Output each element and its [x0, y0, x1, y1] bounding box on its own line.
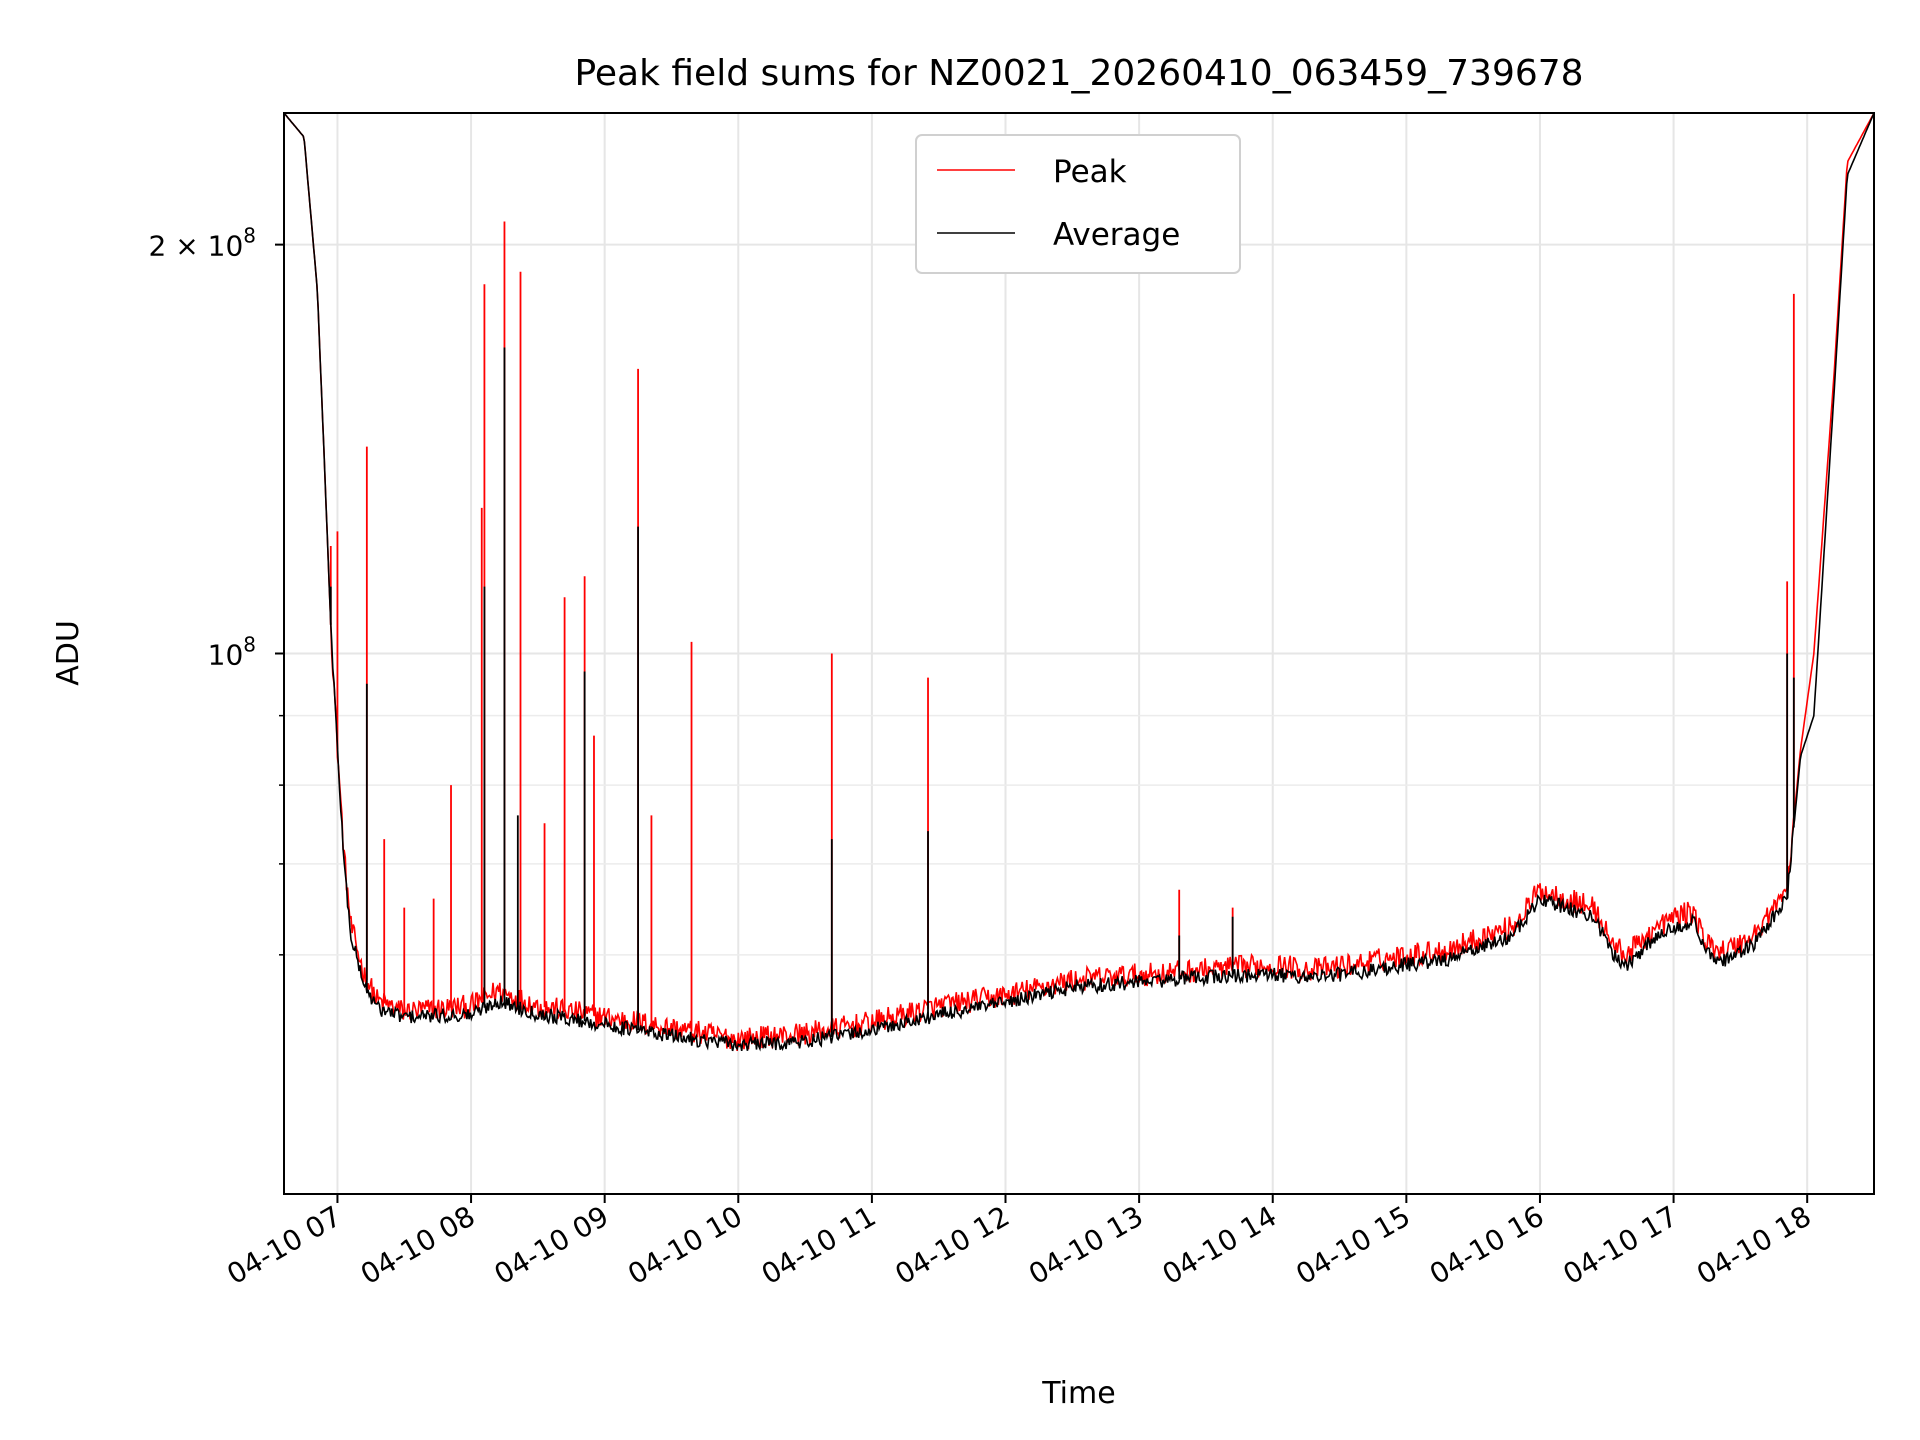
series-spikes-average [329, 347, 1795, 1037]
y-axis-label: ADU [51, 620, 86, 686]
y-tick-label-exponent: 8 [243, 224, 256, 248]
y-tick-label-base: 10 [208, 639, 244, 672]
y-tick-label: 108 [208, 633, 256, 672]
legend-label-average: Average [1053, 217, 1180, 253]
series-line-peak [284, 113, 1874, 1052]
y-tick-label: 2 × 108 [149, 224, 256, 263]
legend: Peak Average [915, 134, 1241, 274]
y-tick-label-exponent: 8 [243, 633, 256, 657]
chart-title: Peak field sums for NZ0021_20260410_0634… [574, 53, 1583, 94]
series-line-average [284, 113, 1874, 1052]
x-axis-label: Time [1041, 1376, 1115, 1411]
y-tick-label-base: 2 × 10 [149, 230, 244, 263]
grid [284, 113, 1874, 1194]
legend-label-peak: Peak [1053, 154, 1127, 190]
